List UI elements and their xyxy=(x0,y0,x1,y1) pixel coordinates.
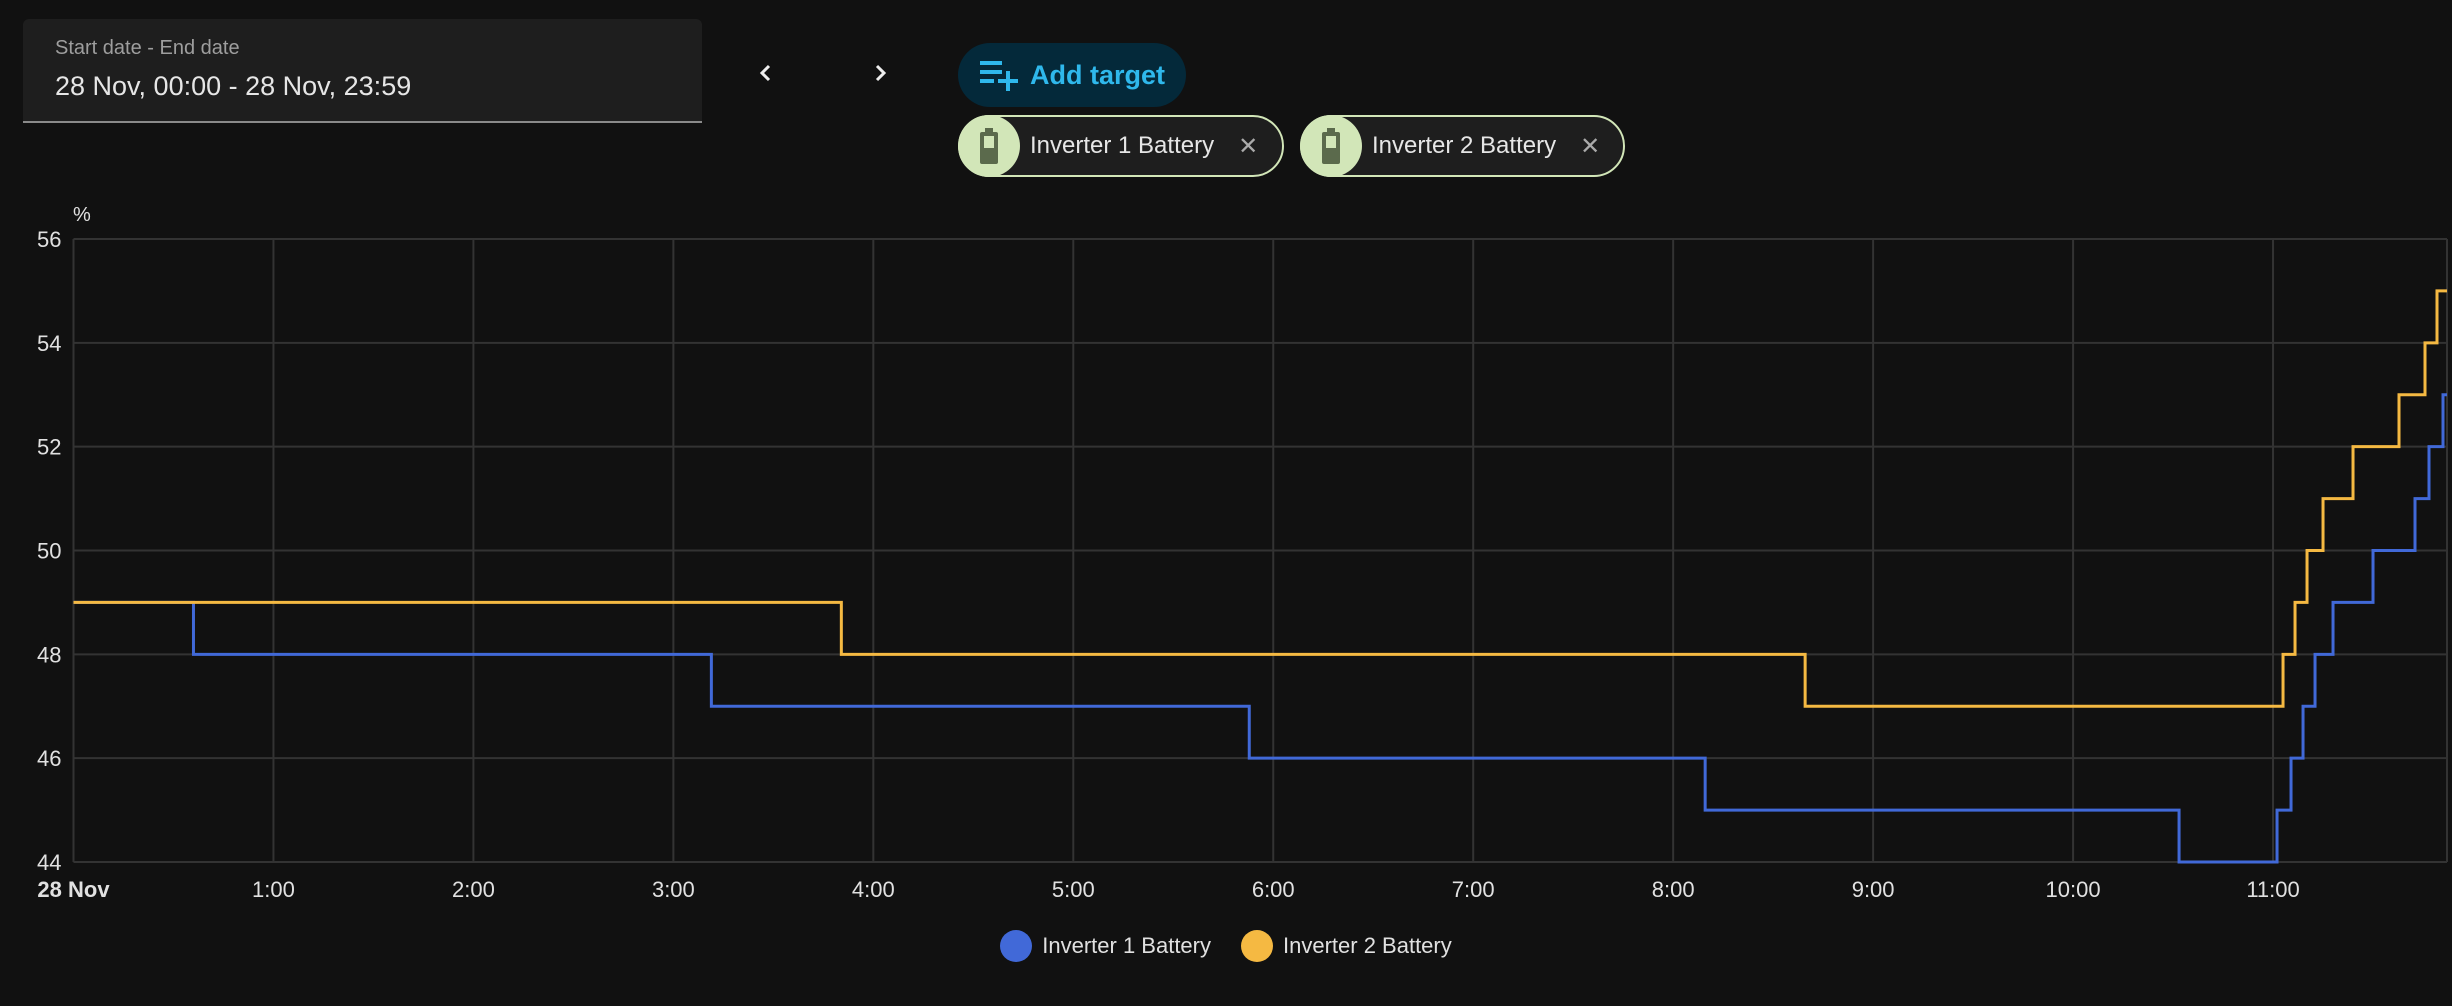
previous-period-button[interactable] xyxy=(741,48,791,98)
chevron-left-icon xyxy=(759,64,771,82)
series-line-2 xyxy=(73,289,2447,708)
chip-label: Inverter 1 Battery xyxy=(1030,132,1215,159)
y-tick-label: 52 xyxy=(37,435,61,460)
x-tick-label: 1:00 xyxy=(252,877,295,902)
y-tick-label: 50 xyxy=(37,539,61,564)
battery-history-chart: 44 46 48 50 52 54 56% 28 Nov 1:00 2:00 3:00 4:00 5:0… xyxy=(37,204,2448,902)
x-tick-label: 5:00 xyxy=(1052,877,1095,902)
legend-swatch xyxy=(1000,930,1033,962)
close-icon[interactable]: ✕ xyxy=(1580,132,1601,160)
battery-icon xyxy=(958,115,1020,177)
y-tick-label: 56 xyxy=(37,227,61,252)
y-tick-label: 46 xyxy=(37,746,61,771)
x-tick-label: 9:00 xyxy=(1852,877,1895,902)
y-tick-label: 54 xyxy=(37,331,61,356)
date-range-value: 28 Nov, 00:00 - 28 Nov, 23:59 xyxy=(55,71,412,101)
legend-item-inverter-2-battery[interactable]: Inverter 2 Battery xyxy=(1241,930,1452,962)
date-range-picker[interactable]: Start date - End date 28 Nov, 00:00 - 28… xyxy=(23,19,702,123)
next-period-button[interactable] xyxy=(855,48,905,98)
legend-label: Inverter 1 Battery xyxy=(1042,933,1211,958)
y-axis-label: % xyxy=(73,204,91,226)
y-tick-label: 48 xyxy=(37,642,61,667)
legend-swatch xyxy=(1241,930,1273,962)
playlist-plus-icon xyxy=(980,61,1018,91)
x-tick-label: 8:00 xyxy=(1652,877,1695,902)
legend-label: Inverter 2 Battery xyxy=(1283,933,1452,958)
x-tick-label: 2:00 xyxy=(452,877,495,902)
target-chip-inverter-1-battery[interactable]: Inverter 1 Battery ✕ xyxy=(958,115,1284,177)
battery-icon xyxy=(1300,115,1362,177)
x-tick-label: 3:00 xyxy=(652,877,695,902)
add-target-label: Add target xyxy=(1030,59,1165,90)
chevron-right-icon xyxy=(875,64,887,82)
series-line-1 xyxy=(73,393,2447,864)
date-range-label: Start date - End date xyxy=(55,37,240,59)
x-tick-label: 10:00 xyxy=(2046,877,2101,902)
legend-item-inverter-1-battery[interactable]: Inverter 1 Battery xyxy=(1000,930,1211,962)
x-tick-label: 6:00 xyxy=(1252,877,1295,902)
close-icon[interactable]: ✕ xyxy=(1238,132,1259,160)
target-chip-inverter-2-battery[interactable]: Inverter 2 Battery ✕ xyxy=(1300,115,1625,177)
x-tick-label: 4:00 xyxy=(852,877,895,902)
x-tick-label: 28 Nov xyxy=(37,877,110,902)
chip-label: Inverter 2 Battery xyxy=(1372,132,1557,159)
y-tick-label: 44 xyxy=(37,850,61,875)
x-tick-label: 11:00 xyxy=(2246,877,2299,902)
add-target-button[interactable]: Add target xyxy=(958,43,1186,107)
x-tick-label: 7:00 xyxy=(1452,877,1495,902)
chart-legend: Inverter 1 Battery Inverter 2 Battery xyxy=(0,930,2452,962)
